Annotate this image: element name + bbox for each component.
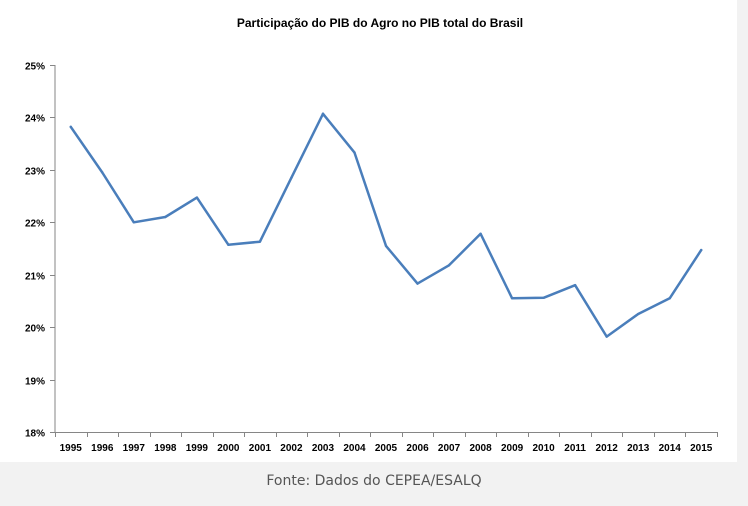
x-tick-label: 2012: [596, 443, 619, 454]
x-tick-label: 1996: [91, 443, 114, 454]
x-tick-label: 2009: [501, 443, 524, 454]
x-tick-label: 2010: [532, 443, 555, 454]
data-point: [668, 297, 671, 300]
x-tick-label: 2015: [690, 443, 713, 454]
x-tick-label: 2004: [343, 443, 366, 454]
x-tick-label: 2008: [469, 443, 492, 454]
x-tick-label: 2000: [217, 443, 240, 454]
data-point: [573, 284, 577, 287]
data-point: [321, 112, 325, 115]
y-tick-label: 20%: [25, 324, 45, 335]
data-point: [605, 335, 608, 338]
data-point: [290, 176, 293, 179]
data-point: [636, 312, 640, 316]
x-tick-label: 1999: [186, 443, 209, 454]
x-tick-label: 2013: [627, 443, 650, 454]
x-tick-label: 2002: [280, 443, 303, 454]
data-point: [195, 196, 199, 199]
x-tick-label: 1995: [60, 443, 83, 454]
data-point: [69, 125, 72, 129]
x-axis: 1995 1996 1997 1998 1999 2000 2001 2002 2003 2004…: [55, 432, 718, 454]
data-point: [101, 171, 104, 174]
series-line: [69, 112, 703, 338]
data-point: [132, 221, 136, 224]
y-axis: 18% 19% 20% 21% 22% 23% 24% 25%: [25, 62, 56, 440]
line-chart: Participação do PIB do Agro no PIB total…: [25, 16, 718, 454]
source-caption: Fonte: Dados do CEPEA/ESALQ: [266, 473, 482, 489]
data-point: [258, 240, 262, 243]
chart-panel: Participação do PIB do Agro no PIB total…: [0, 0, 737, 462]
data-point: [447, 264, 451, 267]
y-tick-label: 22%: [25, 219, 45, 230]
x-tick-label: 2005: [375, 443, 398, 454]
data-point: [164, 215, 167, 219]
data-point: [700, 248, 703, 252]
y-tick-label: 23%: [25, 167, 45, 178]
y-tick-label: 21%: [25, 272, 45, 283]
y-tick-label: 18%: [25, 429, 45, 440]
chart-title: Participação do PIB do Agro no PIB total…: [237, 16, 523, 30]
x-tick-label: 1998: [154, 443, 177, 454]
x-tick-label: 2014: [659, 443, 682, 454]
y-tick-label: 25%: [25, 62, 45, 73]
x-tick-label: 1997: [123, 443, 146, 454]
data-point: [353, 151, 356, 154]
data-point: [510, 297, 514, 300]
data-point: [479, 232, 482, 236]
data-point: [384, 244, 388, 248]
series-group: [69, 112, 703, 338]
x-tick-label: 2006: [406, 443, 429, 454]
data-point: [416, 282, 419, 285]
data-point: [227, 243, 230, 247]
y-tick-label: 24%: [25, 114, 45, 125]
x-tick-label: 2011: [564, 443, 586, 454]
x-tick-label: 2003: [312, 443, 335, 454]
y-tick-label: 19%: [25, 377, 45, 388]
x-tick-label: 2001: [249, 443, 272, 454]
x-tick-label: 2007: [438, 443, 461, 454]
data-point: [542, 296, 545, 299]
